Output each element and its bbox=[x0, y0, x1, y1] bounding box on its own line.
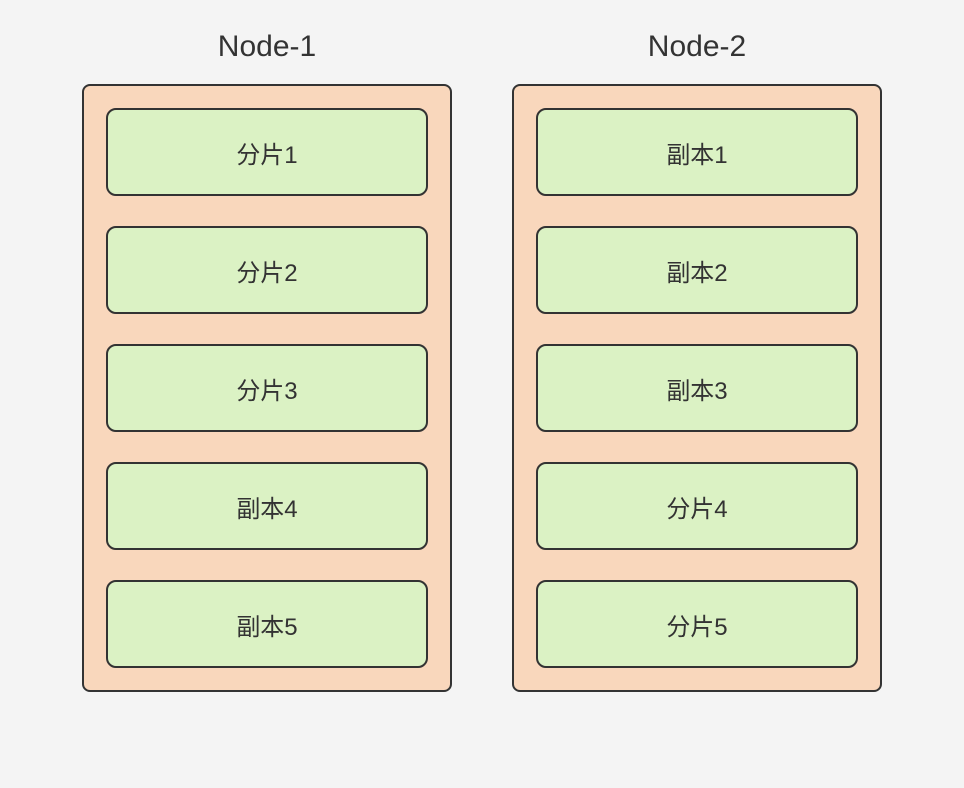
shard-box: 副本3 bbox=[536, 344, 858, 432]
shard-label: 副本2 bbox=[666, 253, 727, 288]
shard-label: 分片4 bbox=[666, 489, 727, 524]
shard-label: 分片3 bbox=[236, 371, 297, 406]
diagram-container: Node-1 分片1 分片2 分片3 副本4 副本5 Node-2 副本1 bbox=[0, 0, 964, 692]
node-column-2: Node-2 副本1 副本2 副本3 分片4 分片5 bbox=[512, 30, 882, 692]
shard-box: 分片2 bbox=[106, 226, 428, 314]
node-box-2: 副本1 副本2 副本3 分片4 分片5 bbox=[512, 84, 882, 692]
shard-box: 副本2 bbox=[536, 226, 858, 314]
shard-box: 分片1 bbox=[106, 108, 428, 196]
shard-label: 分片2 bbox=[236, 253, 297, 288]
node-column-1: Node-1 分片1 分片2 分片3 副本4 副本5 bbox=[82, 30, 452, 692]
shard-box: 副本1 bbox=[536, 108, 858, 196]
node-title-1: Node-1 bbox=[218, 30, 316, 64]
shard-label: 副本4 bbox=[236, 489, 297, 524]
shard-box: 副本5 bbox=[106, 580, 428, 668]
node-title-2: Node-2 bbox=[648, 30, 746, 64]
shard-label: 分片5 bbox=[666, 607, 727, 642]
shard-box: 分片5 bbox=[536, 580, 858, 668]
node-box-1: 分片1 分片2 分片3 副本4 副本5 bbox=[82, 84, 452, 692]
shard-box: 分片3 bbox=[106, 344, 428, 432]
shard-label: 副本3 bbox=[666, 371, 727, 406]
shard-label: 副本5 bbox=[236, 607, 297, 642]
shard-label: 分片1 bbox=[236, 135, 297, 170]
shard-box: 副本4 bbox=[106, 462, 428, 550]
shard-label: 副本1 bbox=[666, 135, 727, 170]
shard-box: 分片4 bbox=[536, 462, 858, 550]
